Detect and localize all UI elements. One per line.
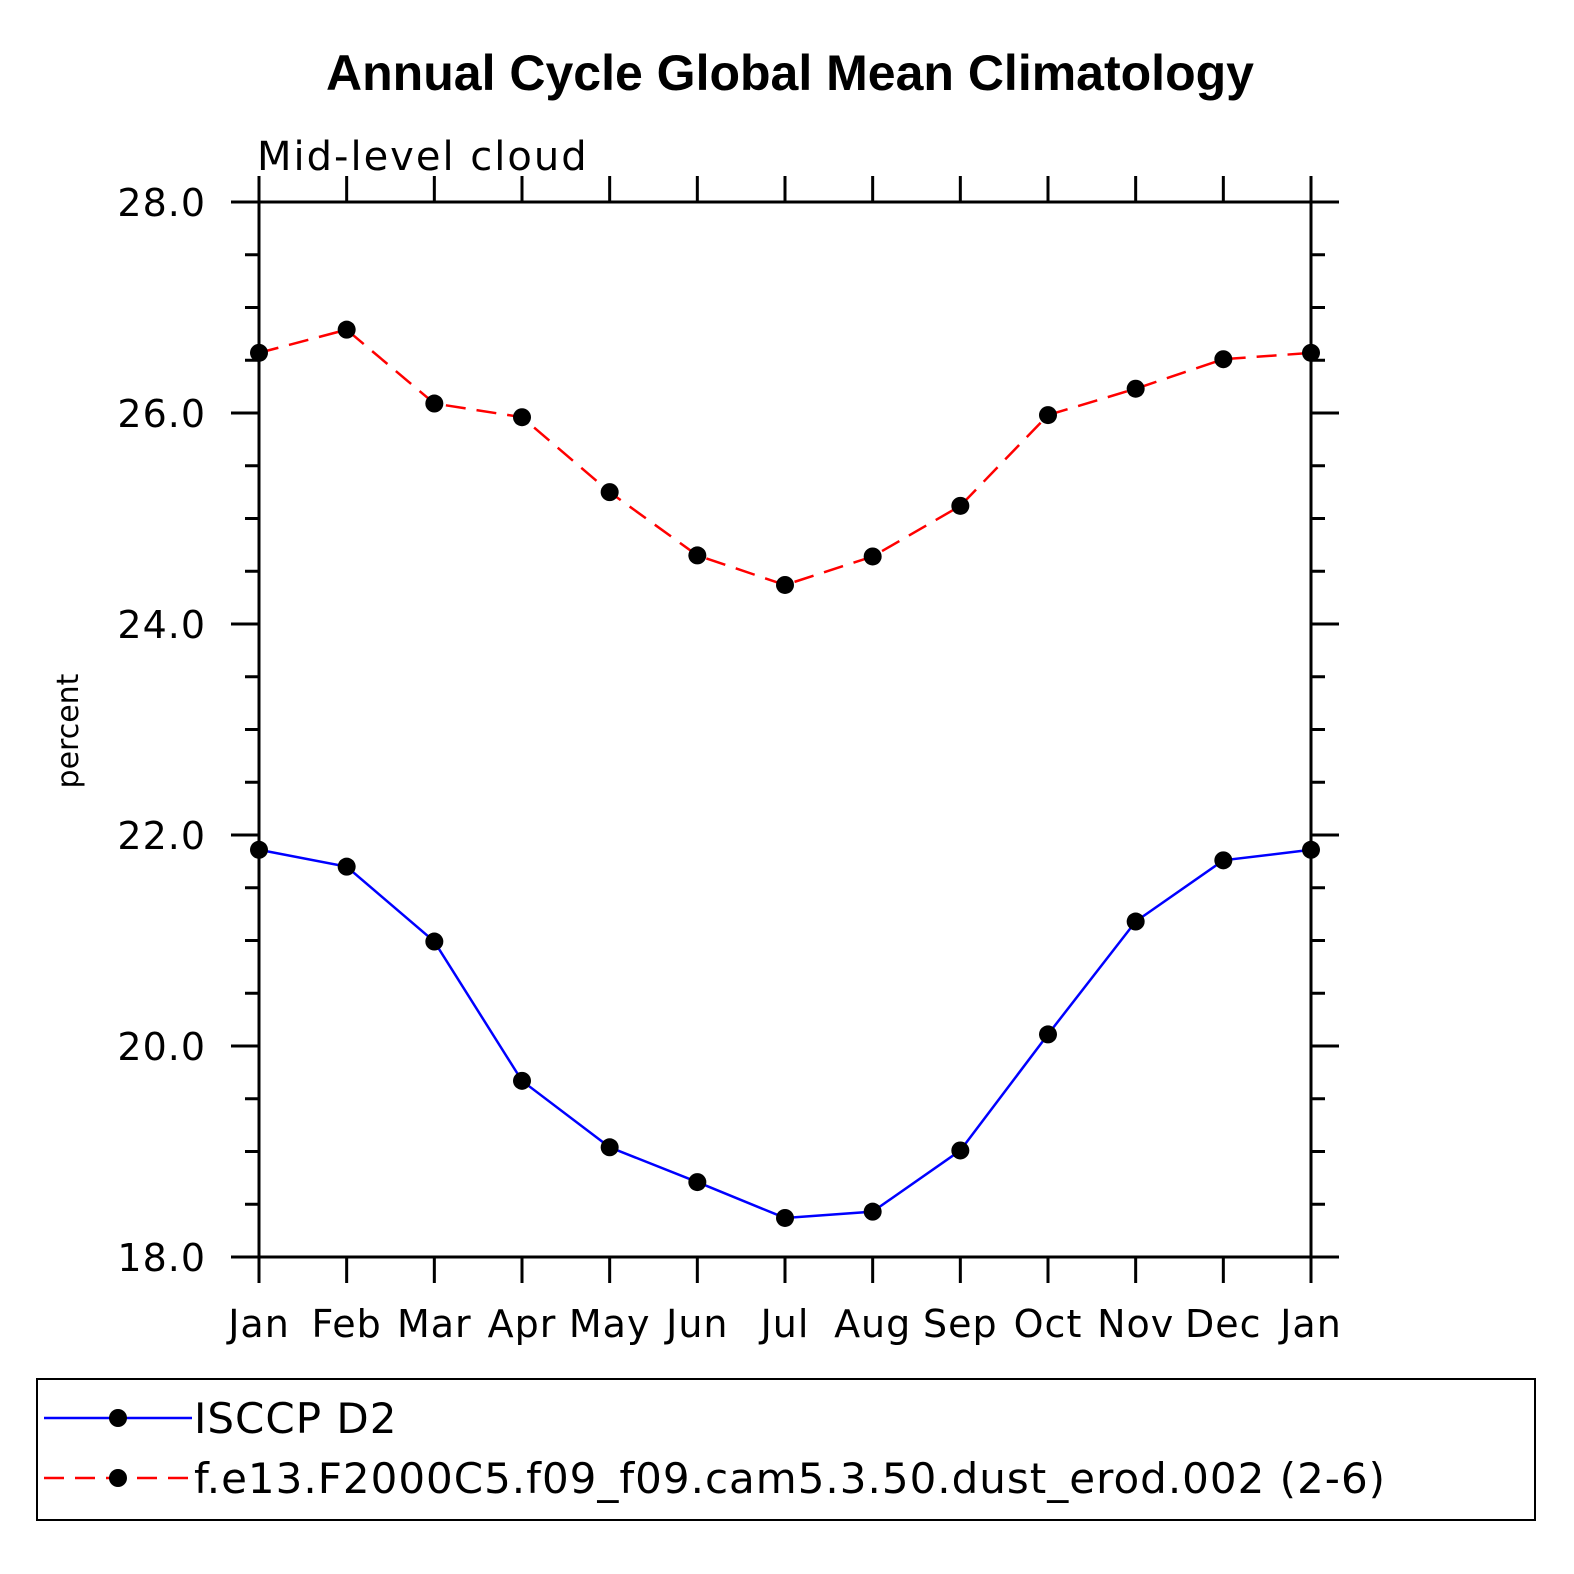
x-tick-label: Jun [664,1302,728,1346]
y-tick-label: 18.0 [117,1236,206,1280]
legend-label-2: f.e13.F2000C5.f09_f09.cam5.3.50.dust_ero… [194,1454,1386,1503]
series-1-point [776,1208,794,1227]
x-tick-label: Jul [759,1302,810,1346]
series-1-point [1214,851,1233,870]
x-tick-label: Nov [1097,1302,1174,1346]
chart-subtitle: Mid-level cloud [257,134,589,180]
x-tick-label: Feb [312,1302,382,1346]
x-tick-label: Jan [1278,1302,1342,1346]
axes-layer: Jan Feb Mar Apr May Jun Jul Aug Sep Oct Nov Dec Jan 1… [117,176,1341,1346]
chart-title: Annual Cycle Global Mean Climatology [326,45,1254,101]
series-1-point [1039,1025,1057,1044]
series-2-point [863,547,882,566]
y-tick-label: 22.0 [117,814,206,858]
x-tick-label: Jan [226,1302,290,1346]
x-tick-label: Aug [834,1302,911,1346]
legend-marker-2 [109,1469,127,1487]
legend-box [36,1378,1536,1521]
series-2-point [776,575,794,594]
y-tick-label: 20.0 [117,1025,206,1069]
x-tick-label: Dec [1185,1302,1262,1346]
series-1-point [1126,912,1145,931]
series-2-point [1039,406,1057,425]
series-2-point [1126,379,1145,398]
series-1-point [863,1202,882,1221]
series-line-1 [258,848,1312,1220]
series-1-point [688,1173,707,1192]
series-2-point [688,546,707,565]
series-2-point [337,320,356,339]
series-line-2 [258,328,1312,587]
legend-label-1: ISCCP D2 [194,1394,397,1443]
series-2-point [513,408,531,427]
series-1-point [513,1071,531,1090]
x-tick-label: Oct [1014,1302,1083,1346]
x-tick-label: May [569,1302,651,1346]
series-2-point [425,394,444,413]
series-layer [250,320,1320,1227]
series-1-point [425,932,444,951]
legend: ISCCP D2 f.e13.F2000C5.f09_f09.cam5.3.50.… [44,1394,1386,1503]
series-1-point [951,1141,970,1160]
legend-marker-1 [109,1409,127,1427]
series-1-point [337,857,356,876]
x-tick-label: Sep [923,1302,998,1346]
y-axis-label: percent [51,673,86,788]
series-2-point [1214,350,1233,369]
plot-frame [257,200,1313,1259]
y-tick-label: 24.0 [117,603,206,647]
x-tick-label: Apr [488,1302,557,1346]
series-2-point [951,496,970,515]
y-tick-label: 26.0 [117,392,206,436]
y-tick-label: 28.0 [117,181,206,225]
series-1-point [600,1138,619,1157]
series-2-point [600,483,619,502]
x-tick-label: Mar [397,1302,472,1346]
